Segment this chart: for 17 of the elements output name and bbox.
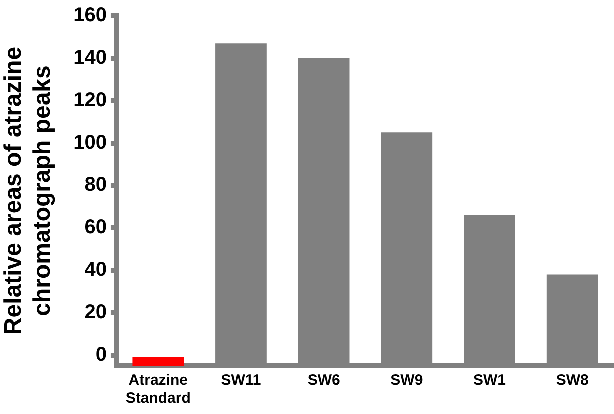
y-tick-label: 0 <box>96 344 107 366</box>
bar <box>132 358 184 366</box>
y-tick-label: 140 <box>74 46 107 69</box>
y-tick-label: 120 <box>74 89 107 112</box>
x-tick-label: SW11 <box>221 372 262 390</box>
x-tick-label: Atrazine Standard <box>126 372 191 408</box>
y-tick-label: 20 <box>84 301 107 324</box>
y-tick-label: 160 <box>74 4 107 27</box>
y-tick-label: 40 <box>84 259 107 282</box>
y-axis-title: Relative areas of atrazine chromatograph peaks <box>0 46 56 336</box>
y-tick-label: 80 <box>84 174 107 196</box>
x-tick-label: SW9 <box>390 372 424 390</box>
x-tick-label: SW6 <box>308 372 340 390</box>
y-tick-label: 60 <box>84 216 107 239</box>
x-tick-label: SW8 <box>556 372 589 390</box>
y-tick-label: 100 <box>74 132 107 154</box>
x-tick-label: SW1 <box>473 372 506 390</box>
